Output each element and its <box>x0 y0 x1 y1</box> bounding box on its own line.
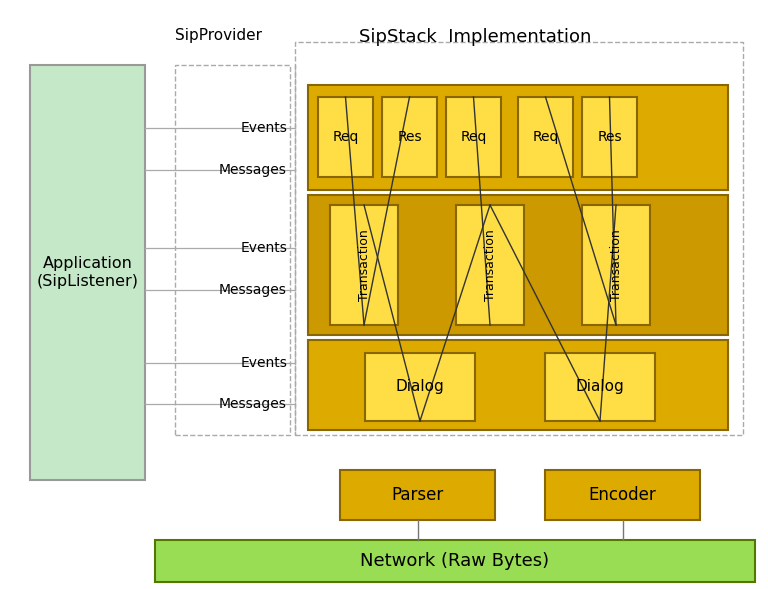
Bar <box>518 97 573 177</box>
Text: Res: Res <box>397 130 422 144</box>
Text: Encoder: Encoder <box>588 486 657 504</box>
Text: Req: Req <box>532 130 558 144</box>
Bar <box>308 85 728 190</box>
Bar <box>318 97 373 177</box>
Bar <box>545 353 655 421</box>
Text: Events: Events <box>240 356 287 370</box>
Text: SipStack  Implementation: SipStack Implementation <box>359 28 591 46</box>
Text: Transaction: Transaction <box>610 229 623 301</box>
Bar <box>175 65 290 435</box>
Text: SipProvider: SipProvider <box>175 28 262 43</box>
Bar <box>545 470 700 520</box>
Text: Transaction: Transaction <box>357 229 370 301</box>
Text: Messages: Messages <box>219 397 287 411</box>
Text: Events: Events <box>240 121 287 135</box>
Text: Messages: Messages <box>219 283 287 297</box>
Text: Parser: Parser <box>392 486 444 504</box>
Text: Req: Req <box>460 130 487 144</box>
Bar <box>295 42 743 435</box>
Text: Req: Req <box>333 130 359 144</box>
Bar <box>456 205 524 325</box>
Bar <box>155 540 755 582</box>
Text: Dialog: Dialog <box>576 379 624 395</box>
Bar <box>30 65 145 480</box>
Text: Dialog: Dialog <box>396 379 445 395</box>
Bar <box>582 97 637 177</box>
Bar <box>365 353 475 421</box>
Text: Transaction: Transaction <box>484 229 496 301</box>
Bar <box>330 205 398 325</box>
Bar <box>446 97 501 177</box>
Bar <box>340 470 495 520</box>
Bar <box>382 97 437 177</box>
Bar <box>308 340 728 430</box>
Text: Application
(SipListener): Application (SipListener) <box>37 256 138 289</box>
Text: Res: Res <box>598 130 622 144</box>
Text: Events: Events <box>240 241 287 255</box>
Bar <box>582 205 650 325</box>
Text: Messages: Messages <box>219 163 287 177</box>
Text: Network (Raw Bytes): Network (Raw Bytes) <box>360 552 550 570</box>
Bar <box>308 195 728 335</box>
